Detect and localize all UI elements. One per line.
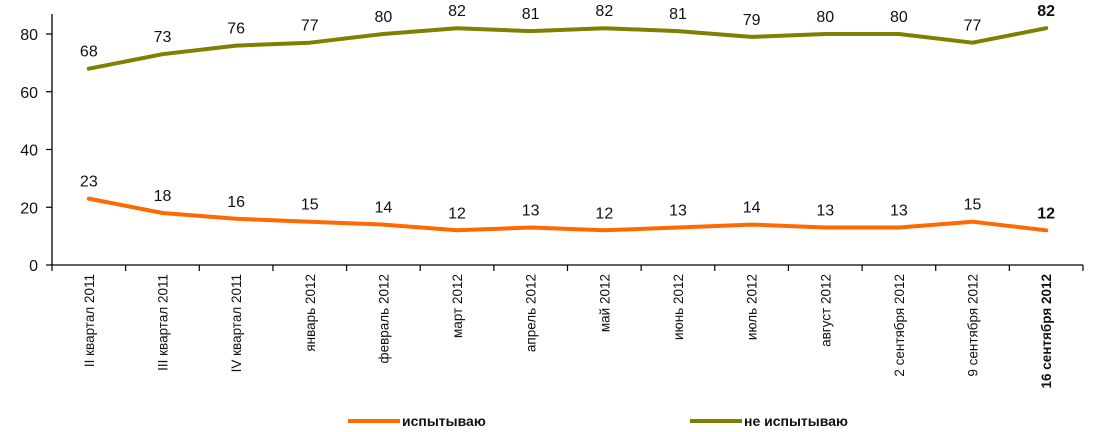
- x-tick-label: 2 сентября 2012: [892, 274, 907, 377]
- data-label: 15: [301, 197, 319, 214]
- data-label: 14: [743, 200, 761, 217]
- y-tick-label: 20: [20, 200, 38, 217]
- data-label: 13: [669, 202, 687, 219]
- data-label: 82: [595, 3, 613, 20]
- x-tick-label: февраль 2012: [376, 274, 391, 364]
- x-axis-ticks: II квартал 2011 III квартал 2011 IV кварта…: [82, 274, 1054, 389]
- data-label: 81: [522, 6, 540, 23]
- series-lines: [86, 26, 1049, 233]
- data-label: 12: [595, 205, 613, 222]
- y-tick-label: 60: [20, 85, 38, 102]
- data-label: 77: [301, 18, 319, 35]
- x-tick-label: май 2012: [597, 274, 612, 332]
- data-label: 16: [227, 194, 245, 211]
- legend-label-1: испытываю: [402, 413, 486, 429]
- x-tick-label: 16 сентября 2012: [1039, 274, 1054, 389]
- data-label: 12: [1037, 205, 1055, 222]
- data-label: 80: [816, 9, 834, 26]
- x-tick-label: III квартал 2011: [155, 274, 170, 371]
- data-label: 14: [374, 200, 392, 217]
- data-label: 81: [669, 6, 687, 23]
- x-tick-label: март 2012: [450, 274, 465, 338]
- series-line-2: [86, 26, 1049, 71]
- data-label: 15: [964, 197, 982, 214]
- data-label: 80: [374, 9, 392, 26]
- data-label: 82: [1037, 3, 1055, 20]
- x-tick-label: июнь 2012: [671, 274, 686, 340]
- x-tick-label: 9 сентября 2012: [966, 274, 981, 377]
- x-tick-label: август 2012: [818, 274, 833, 347]
- data-label: 12: [448, 205, 466, 222]
- x-tick-label: июль 2012: [745, 274, 760, 340]
- data-label: 13: [816, 202, 834, 219]
- legend: испытываю не испытываю: [348, 413, 848, 429]
- y-tick-label: 40: [20, 143, 38, 160]
- legend-label-2: не испытываю: [744, 413, 848, 429]
- data-label: 18: [154, 188, 172, 205]
- x-tick-label: апрель 2012: [524, 274, 539, 352]
- data-label: 77: [964, 18, 982, 35]
- data-label: 13: [522, 202, 540, 219]
- series-line-1: [86, 196, 1049, 233]
- data-label: 13: [890, 202, 908, 219]
- data-label: 79: [743, 12, 761, 29]
- data-labels: 23 18 16 15 14 12 13 12 13 14 13 13 15 12 68 73 76 77 80 82…: [80, 3, 1055, 222]
- x-tick-label: IV квартал 2011: [229, 274, 244, 372]
- x-tick-label: январь 2012: [303, 274, 318, 352]
- data-label: 73: [154, 29, 172, 46]
- y-axis-ticks: 0 20 40 60 80: [20, 27, 52, 275]
- data-label: 68: [80, 44, 98, 61]
- data-label: 23: [80, 174, 98, 191]
- x-tick-label: II квартал 2011: [82, 274, 97, 367]
- data-label: 76: [227, 21, 245, 38]
- y-tick-label: 80: [20, 27, 38, 44]
- y-tick-label: 0: [29, 258, 38, 275]
- data-label: 82: [448, 3, 466, 20]
- data-label: 80: [890, 9, 908, 26]
- chart-axes: [51, 14, 1084, 271]
